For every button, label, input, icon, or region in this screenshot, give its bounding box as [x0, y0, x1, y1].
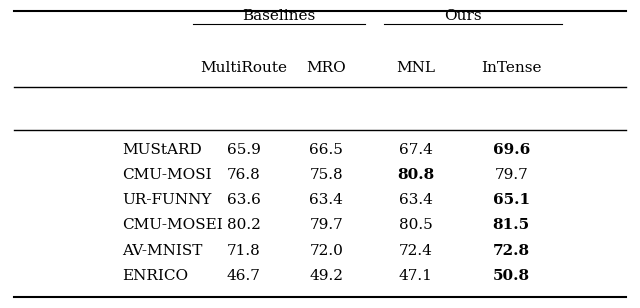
Text: Baselines: Baselines [242, 9, 316, 23]
Text: CMU-MOSEI: CMU-MOSEI [122, 218, 223, 232]
Text: 49.2: 49.2 [309, 269, 344, 283]
Text: UR-FUNNY: UR-FUNNY [122, 193, 212, 207]
Text: 66.5: 66.5 [309, 143, 343, 157]
Text: AV-MNIST: AV-MNIST [122, 244, 203, 257]
Text: 65.9: 65.9 [227, 143, 260, 157]
Text: 75.8: 75.8 [310, 168, 343, 182]
Text: MultiRoute: MultiRoute [200, 61, 287, 75]
Text: 63.4: 63.4 [399, 193, 433, 207]
Text: 63.4: 63.4 [309, 193, 343, 207]
Text: 50.8: 50.8 [493, 269, 530, 283]
Text: 72.0: 72.0 [309, 244, 343, 257]
Text: 67.4: 67.4 [399, 143, 433, 157]
Text: 72.8: 72.8 [493, 244, 530, 257]
Text: 72.4: 72.4 [399, 244, 433, 257]
Text: 71.8: 71.8 [227, 244, 260, 257]
Text: 80.8: 80.8 [397, 168, 434, 182]
Text: MRO: MRO [307, 61, 346, 75]
Text: MNL: MNL [396, 61, 435, 75]
Text: 80.2: 80.2 [227, 218, 260, 232]
Text: Ours: Ours [445, 9, 482, 23]
Text: MUStARD: MUStARD [122, 143, 202, 157]
Text: 81.5: 81.5 [493, 218, 530, 232]
Text: CMU-MOSI: CMU-MOSI [122, 168, 212, 182]
Text: 47.1: 47.1 [399, 269, 433, 283]
Text: 80.5: 80.5 [399, 218, 433, 232]
Text: InTense: InTense [481, 61, 541, 75]
Text: 46.7: 46.7 [227, 269, 260, 283]
Text: 79.7: 79.7 [310, 218, 343, 232]
Text: 69.6: 69.6 [493, 143, 530, 157]
Text: 79.7: 79.7 [494, 168, 528, 182]
Text: ENRICO: ENRICO [122, 269, 189, 283]
Text: 65.1: 65.1 [493, 193, 530, 207]
Text: 63.6: 63.6 [227, 193, 260, 207]
Text: 76.8: 76.8 [227, 168, 260, 182]
